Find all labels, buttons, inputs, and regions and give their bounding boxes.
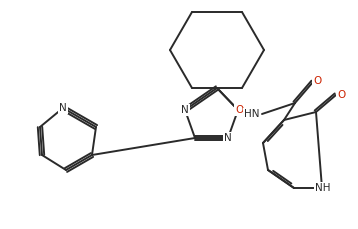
Text: N: N xyxy=(224,133,232,143)
Text: O: O xyxy=(235,105,243,115)
Text: N: N xyxy=(225,133,233,143)
Text: O: O xyxy=(313,76,321,86)
Text: HN: HN xyxy=(244,109,260,119)
Text: N: N xyxy=(181,105,189,115)
Text: N: N xyxy=(59,103,67,113)
Text: N: N xyxy=(180,105,188,115)
Text: O: O xyxy=(337,90,345,100)
Text: NH: NH xyxy=(315,183,331,193)
